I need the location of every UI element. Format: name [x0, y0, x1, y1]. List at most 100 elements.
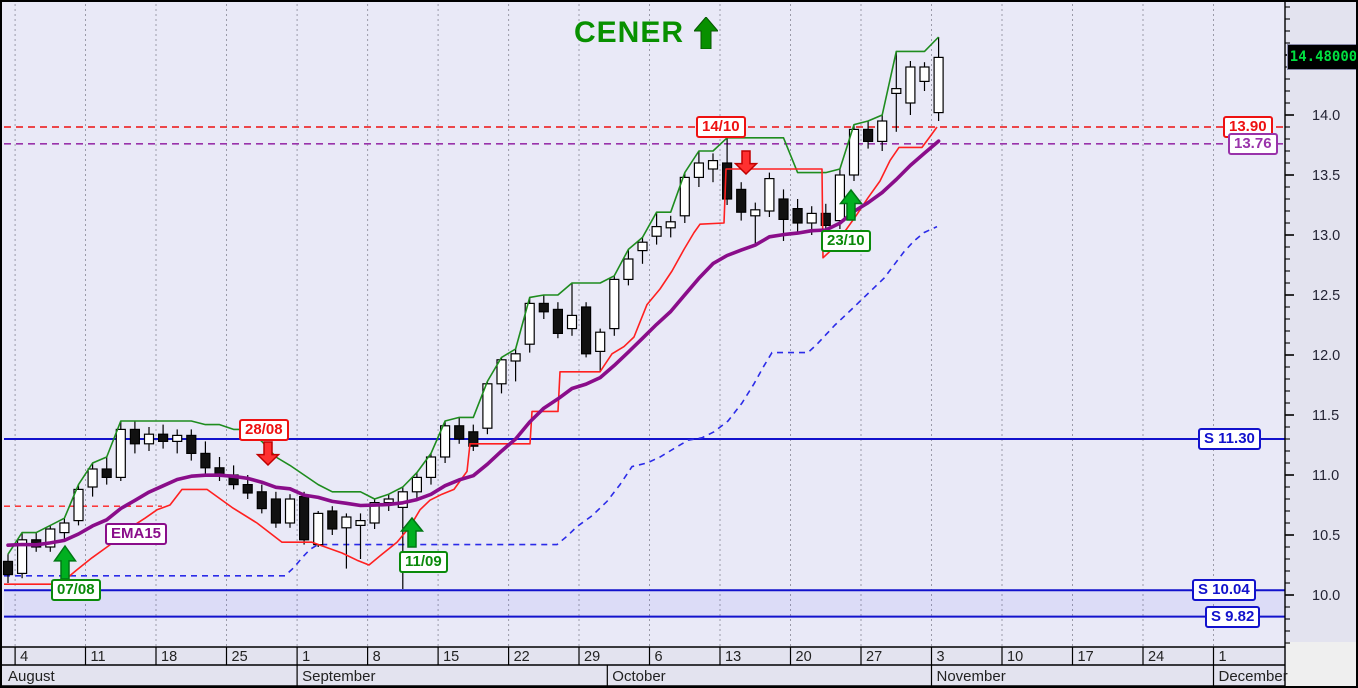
candle-body[interactable]	[115, 428, 126, 478]
candle-body[interactable]	[242, 484, 253, 494]
candle-body[interactable]	[383, 498, 394, 504]
candle-body[interactable]	[524, 302, 535, 345]
candle-body[interactable]	[87, 468, 98, 488]
month-label: September	[302, 668, 375, 685]
week-label: 25	[232, 649, 248, 665]
price-tick-label: 14.0	[1312, 108, 1340, 124]
candle-body[interactable]	[820, 212, 831, 226]
candle-body[interactable]	[877, 120, 888, 142]
week-label: 1	[302, 649, 310, 665]
week-label: 29	[584, 649, 600, 665]
chart-title: CENER	[574, 16, 719, 50]
candles-layer	[2, 37, 944, 589]
candle-body[interactable]	[538, 302, 549, 313]
candle-body[interactable]	[129, 428, 140, 445]
buy-signal-label: 11/09	[399, 551, 448, 573]
level-label-13.76[interactable]: 13.76	[1228, 132, 1278, 155]
candle-body[interactable]	[637, 241, 648, 252]
week-label: 27	[866, 649, 882, 665]
candle-body[interactable]	[327, 510, 338, 530]
sell-signal-arrow-icon	[733, 150, 759, 176]
candle-body[interactable]	[750, 209, 761, 217]
candle-body[interactable]	[595, 331, 606, 353]
candle-body[interactable]	[891, 87, 902, 94]
candle-body[interactable]	[707, 160, 719, 170]
candle-body[interactable]	[736, 188, 747, 213]
candle-body[interactable]	[270, 498, 281, 524]
candle-body[interactable]	[369, 502, 380, 524]
candle-body[interactable]	[580, 306, 592, 355]
candle-body[interactable]	[186, 434, 197, 454]
candle-body[interactable]	[440, 425, 451, 458]
candle-body[interactable]	[2, 560, 14, 576]
candle-body[interactable]	[355, 519, 366, 526]
candle-body[interactable]	[933, 56, 944, 114]
axis-corner	[1286, 642, 1356, 686]
level-label-S9.82[interactable]: S 9.82	[1205, 605, 1261, 628]
candle-body[interactable]	[59, 522, 70, 534]
candle-body[interactable]	[73, 488, 84, 522]
lower-channel-line	[4, 225, 938, 577]
candle-body[interactable]	[623, 258, 634, 280]
candle-body[interactable]	[764, 178, 775, 212]
candle-body[interactable]	[158, 433, 169, 443]
sell-signal-label: 28/08	[239, 419, 289, 441]
month-label: October	[612, 668, 665, 685]
candle-body[interactable]	[496, 359, 507, 385]
candle-body[interactable]	[778, 198, 789, 220]
ema15-indicator-label: EMA15	[105, 523, 168, 545]
candle-body[interactable]	[905, 66, 916, 104]
week-label: 22	[514, 649, 530, 665]
candle-body[interactable]	[45, 528, 56, 548]
level-label-S11.30[interactable]: S 11.30	[1198, 428, 1261, 450]
candle-body[interactable]	[919, 66, 930, 82]
candle-body[interactable]	[665, 221, 676, 229]
candle-body[interactable]	[284, 498, 296, 524]
buy-signal-arrow-icon	[838, 188, 864, 221]
candle-body[interactable]	[143, 433, 155, 445]
candle-body[interactable]	[792, 208, 803, 224]
candle-body[interactable]	[552, 308, 564, 334]
candle-body[interactable]	[299, 496, 310, 541]
week-label: 6	[655, 649, 663, 665]
candle-body[interactable]	[693, 162, 705, 178]
candle-body[interactable]	[834, 174, 846, 222]
candle-body[interactable]	[200, 452, 211, 469]
candle-body[interactable]	[806, 212, 817, 224]
week-label: 3	[937, 649, 945, 665]
candle-body[interactable]	[609, 278, 620, 330]
buy-signal-label: 07/08	[51, 579, 101, 601]
candle-body[interactable]	[101, 468, 112, 478]
symbol-name: CENER	[574, 16, 685, 49]
candle-body[interactable]	[341, 516, 352, 529]
candle-body[interactable]	[411, 476, 422, 493]
title-up-arrow-icon	[694, 17, 719, 49]
candle-body[interactable]	[172, 434, 183, 442]
week-label: 15	[443, 649, 459, 665]
upper-channel-line	[7, 36, 940, 555]
candle-body[interactable]	[397, 491, 408, 508]
candle-body[interactable]	[454, 425, 465, 440]
candle-body[interactable]	[482, 383, 493, 429]
candle-body[interactable]	[256, 491, 267, 510]
week-label: 10	[1007, 649, 1023, 665]
candle-body[interactable]	[848, 128, 860, 176]
candle-body[interactable]	[679, 176, 690, 217]
buy-signal-label: 23/10	[821, 230, 871, 252]
candle-body[interactable]	[721, 162, 733, 200]
candle-body[interactable]	[425, 456, 437, 478]
candle-body[interactable]	[566, 314, 578, 330]
candle-body[interactable]	[651, 226, 662, 237]
price-tick-label: 11.5	[1312, 408, 1339, 424]
sell-signal-label: 14/10	[696, 116, 746, 138]
price-tick-label: 10.5	[1312, 528, 1340, 544]
level-label-S10.04[interactable]: S 10.04	[1192, 579, 1256, 602]
candle-body[interactable]	[313, 512, 324, 546]
candle-body[interactable]	[468, 431, 479, 447]
week-label: 11	[91, 649, 106, 665]
candle-body[interactable]	[510, 353, 521, 362]
candle-body[interactable]	[862, 128, 874, 143]
candle-body[interactable]	[17, 539, 28, 574]
